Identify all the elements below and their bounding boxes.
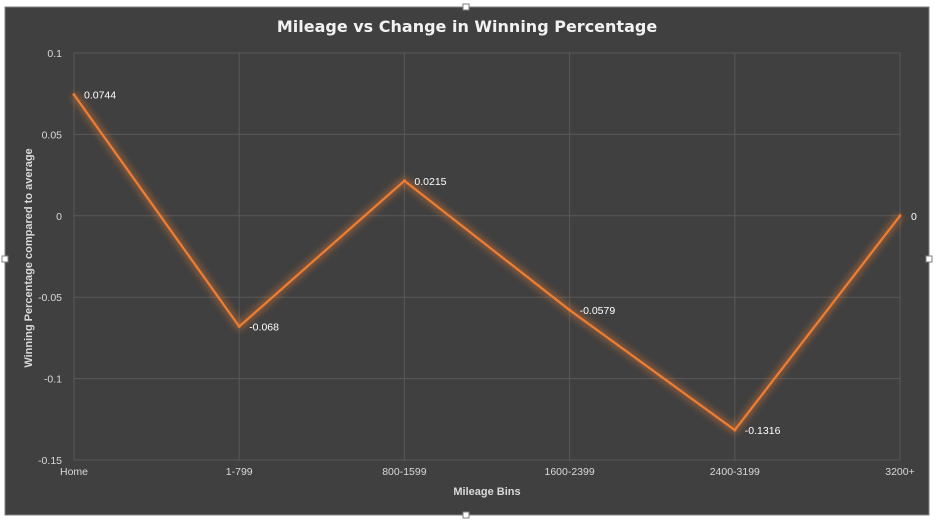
gridlines bbox=[73, 52, 901, 461]
x-tick-label: 800-1599 bbox=[382, 466, 427, 478]
data-label: 0.0215 bbox=[414, 176, 446, 188]
data-point bbox=[237, 325, 241, 329]
x-tick-label: 1600-2399 bbox=[544, 466, 594, 478]
resize-handle-bottom[interactable] bbox=[462, 511, 470, 519]
y-tick-labels: 0.1 0.05 0 -0.05 -0.1 -0.15 bbox=[38, 48, 62, 467]
series-layer bbox=[71, 92, 903, 434]
data-label: -0.068 bbox=[249, 322, 279, 334]
x-tick-label: 1-799 bbox=[226, 466, 253, 478]
data-point bbox=[72, 93, 76, 97]
chart-title: Mileage vs Change in Winning Percentage bbox=[277, 17, 657, 36]
data-label: 0 bbox=[911, 211, 917, 223]
y-tick-label: -0.05 bbox=[38, 292, 62, 304]
data-label: -0.1316 bbox=[745, 425, 781, 437]
y-tick-label: 0.1 bbox=[47, 48, 62, 60]
resize-handle-right[interactable] bbox=[925, 255, 933, 263]
x-tick-labels: Home 1-799 800-1599 1600-2399 2400-3199 3200+ bbox=[60, 466, 915, 478]
data-point bbox=[733, 428, 737, 432]
chart-background bbox=[4, 6, 930, 516]
y-axis-title: Winning Percentage compared to average bbox=[23, 148, 35, 367]
data-point bbox=[402, 179, 406, 183]
y-tick-label: -0.1 bbox=[44, 374, 62, 386]
data-label: 0.0744 bbox=[84, 90, 116, 102]
resize-handle-top[interactable] bbox=[462, 3, 470, 11]
data-point bbox=[898, 214, 902, 218]
x-tick-label: 3200+ bbox=[885, 466, 915, 478]
data-label: -0.0579 bbox=[580, 305, 616, 317]
x-tick-label: Home bbox=[60, 466, 88, 478]
resize-handle-left[interactable] bbox=[1, 255, 9, 263]
data-labels: 0.0744 -0.068 0.0215 -0.0579 -0.1316 0 bbox=[84, 90, 917, 437]
y-tick-label: 0 bbox=[56, 211, 62, 223]
data-points bbox=[72, 93, 902, 432]
y-tick-label: 0.05 bbox=[42, 129, 63, 141]
x-axis-title: Mileage Bins bbox=[453, 486, 520, 498]
y-tick-label: -0.15 bbox=[38, 455, 62, 467]
series-line bbox=[73, 94, 901, 432]
data-point bbox=[568, 308, 572, 312]
x-tick-label: 2400-3199 bbox=[710, 466, 760, 478]
